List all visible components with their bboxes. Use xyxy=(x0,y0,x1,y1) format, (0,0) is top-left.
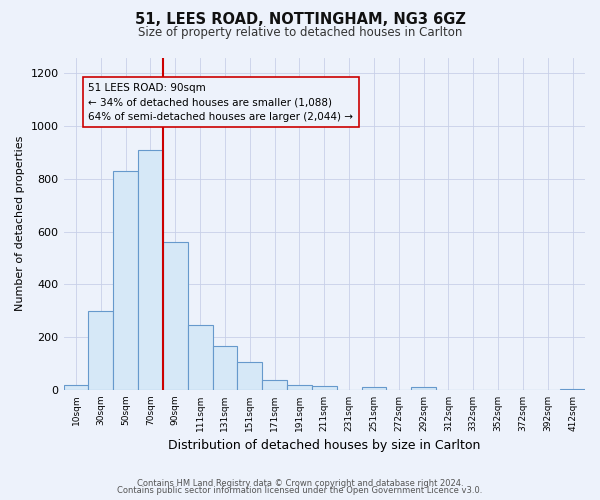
Y-axis label: Number of detached properties: Number of detached properties xyxy=(15,136,25,312)
Bar xyxy=(88,311,113,390)
Text: 51, LEES ROAD, NOTTINGHAM, NG3 6GZ: 51, LEES ROAD, NOTTINGHAM, NG3 6GZ xyxy=(134,12,466,28)
Text: 51 LEES ROAD: 90sqm
← 34% of detached houses are smaller (1,088)
64% of semi-det: 51 LEES ROAD: 90sqm ← 34% of detached ho… xyxy=(88,82,353,122)
Bar xyxy=(287,385,312,390)
Bar xyxy=(262,380,287,390)
Bar xyxy=(411,388,436,390)
Bar xyxy=(163,242,188,390)
Text: Contains public sector information licensed under the Open Government Licence v3: Contains public sector information licen… xyxy=(118,486,482,495)
Bar xyxy=(238,362,262,390)
Text: Contains HM Land Registry data © Crown copyright and database right 2024.: Contains HM Land Registry data © Crown c… xyxy=(137,478,463,488)
Bar xyxy=(113,171,138,390)
Bar xyxy=(188,326,212,390)
Bar xyxy=(362,387,386,390)
X-axis label: Distribution of detached houses by size in Carlton: Distribution of detached houses by size … xyxy=(168,440,481,452)
Bar xyxy=(138,150,163,390)
Bar xyxy=(312,386,337,390)
Bar xyxy=(212,346,238,390)
Bar xyxy=(64,384,88,390)
Bar xyxy=(560,388,585,390)
Text: Size of property relative to detached houses in Carlton: Size of property relative to detached ho… xyxy=(138,26,462,39)
